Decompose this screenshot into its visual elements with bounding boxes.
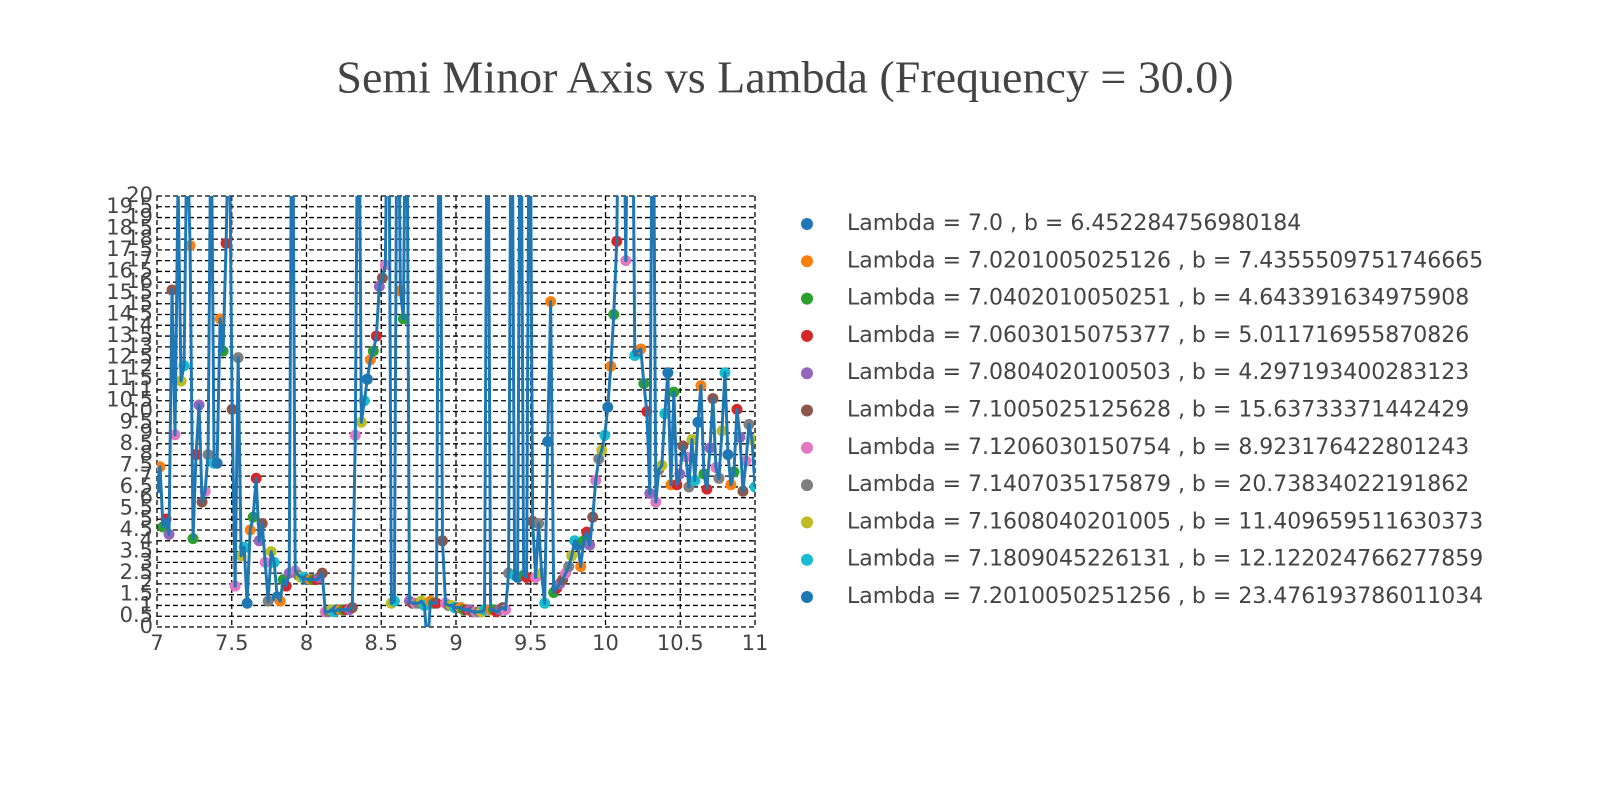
legend-marker [801, 479, 813, 492]
y-tick-label: 13 [126, 334, 153, 358]
y-tick-label: 6.5 [120, 474, 153, 498]
legend-marker [801, 255, 813, 268]
legend-label: Lambda = 7.1608040201005 , b = 11.409659… [847, 509, 1483, 534]
x-tick-label: 10.5 [657, 631, 704, 655]
y-tick-label: 10.5 [106, 388, 153, 412]
y-tick-label: 8 [140, 442, 153, 466]
legend-marker [801, 441, 813, 454]
y-tick-label: 14.5 [106, 302, 153, 326]
y-tick-label: 18 [126, 226, 153, 250]
y-tick-label: 3.5 [120, 539, 153, 563]
legend-marker [801, 553, 813, 566]
data-point [182, 116, 193, 127]
y-tick-label: 9 [140, 420, 153, 444]
x-tick-label: 9.5 [514, 631, 547, 655]
y-tick-label: 0.5 [120, 603, 153, 627]
legend-label: Lambda = 7.0804020100503 , b = 4.2971934… [847, 360, 1469, 385]
y-tick-label: 12 [126, 355, 153, 379]
y-tick-label: 2 [140, 571, 153, 595]
y-tick-label: 3 [140, 549, 153, 573]
legend-label: Lambda = 7.0 , b = 6.452284756980184 [847, 211, 1301, 236]
y-tick-label: 1 [140, 592, 153, 616]
y-tick-label: 7.5 [120, 452, 153, 476]
x-tick-label: 9 [449, 631, 462, 655]
y-tick-label: 6 [140, 485, 153, 509]
y-tick-label: 18.5 [106, 215, 153, 239]
x-tick-label: 8 [300, 631, 313, 655]
y-tick-label: 8.5 [120, 431, 153, 455]
y-tick-label: 16.5 [106, 258, 153, 282]
legend-marker [801, 516, 813, 529]
y-tick-label: 19.5 [106, 194, 153, 218]
y-tick-label: 13.5 [106, 323, 153, 347]
y-tick-label: 0 [140, 614, 153, 638]
x-tick-label: 7.5 [215, 631, 248, 655]
legend-marker [801, 591, 813, 603]
y-tick-label: 1.5 [120, 582, 153, 606]
y-tick-label: 17.5 [106, 237, 153, 261]
legend-marker [801, 404, 813, 417]
y-tick-label: 17 [126, 248, 153, 272]
series-line [157, 196, 755, 627]
legend-marker [801, 292, 813, 305]
legend-marker [801, 218, 813, 230]
data-point [224, 83, 235, 94]
legend-label: Lambda = 7.1005025125628 , b = 15.637333… [847, 398, 1469, 423]
legend-marker [801, 367, 813, 380]
y-tick-label: 2.5 [120, 560, 153, 584]
x-tick-label: 10 [592, 631, 619, 655]
y-tick-label: 10 [126, 399, 153, 423]
y-tick-label: 15.5 [106, 280, 153, 304]
x-tick-label: 7 [150, 631, 163, 655]
y-tick-label: 19 [126, 205, 153, 229]
legend-marker [801, 329, 813, 342]
y-tick-label: 16 [126, 269, 153, 293]
legend-label: Lambda = 7.0603015075377 , b = 5.0117169… [847, 323, 1469, 348]
y-tick-label: 11.5 [106, 366, 153, 390]
chart-title: Semi Minor Axis vs Lambda (Frequency = 3… [336, 52, 1233, 103]
y-tick-label: 9.5 [120, 409, 153, 433]
y-tick-label: 4 [140, 528, 153, 552]
y-tick-label: 20 [126, 183, 153, 207]
data-point [173, 175, 184, 186]
y-tick-label: 7 [140, 463, 153, 487]
legend-label: Lambda = 7.1206030150754 , b = 8.9231764… [847, 435, 1469, 460]
legend-label: Lambda = 7.1407035175879 , b = 20.738340… [847, 472, 1469, 497]
legend-label: Lambda = 7.1809045226131 , b = 12.122024… [847, 547, 1483, 572]
y-tick-label: 5.5 [120, 495, 153, 519]
data-point [206, 83, 217, 94]
y-tick-label: 11 [126, 377, 153, 401]
y-tick-label: 4.5 [120, 517, 153, 541]
legend-label: Lambda = 7.0201005025126 , b = 7.4355509… [847, 248, 1483, 273]
y-tick-label: 15 [126, 291, 153, 315]
legend: Lambda = 7.0 , b = 6.452284756980184 Lamb… [801, 211, 1483, 609]
x-tick-label: 11 [742, 631, 769, 655]
plot-area [157, 83, 755, 654]
legend-label: Lambda = 7.0402010050251 , b = 4.6433916… [847, 286, 1469, 311]
legend-label: Lambda = 7.2010050251256 , b = 23.476193… [847, 584, 1483, 609]
y-tick-label: 12.5 [106, 345, 153, 369]
x-tick-label: 8.5 [365, 631, 398, 655]
y-tick-label: 5 [140, 506, 153, 530]
data-point [422, 643, 433, 654]
y-tick-label: 14 [126, 312, 153, 336]
axes: 00.511.522.533.544.555.566.577.588.599.5… [106, 183, 768, 655]
